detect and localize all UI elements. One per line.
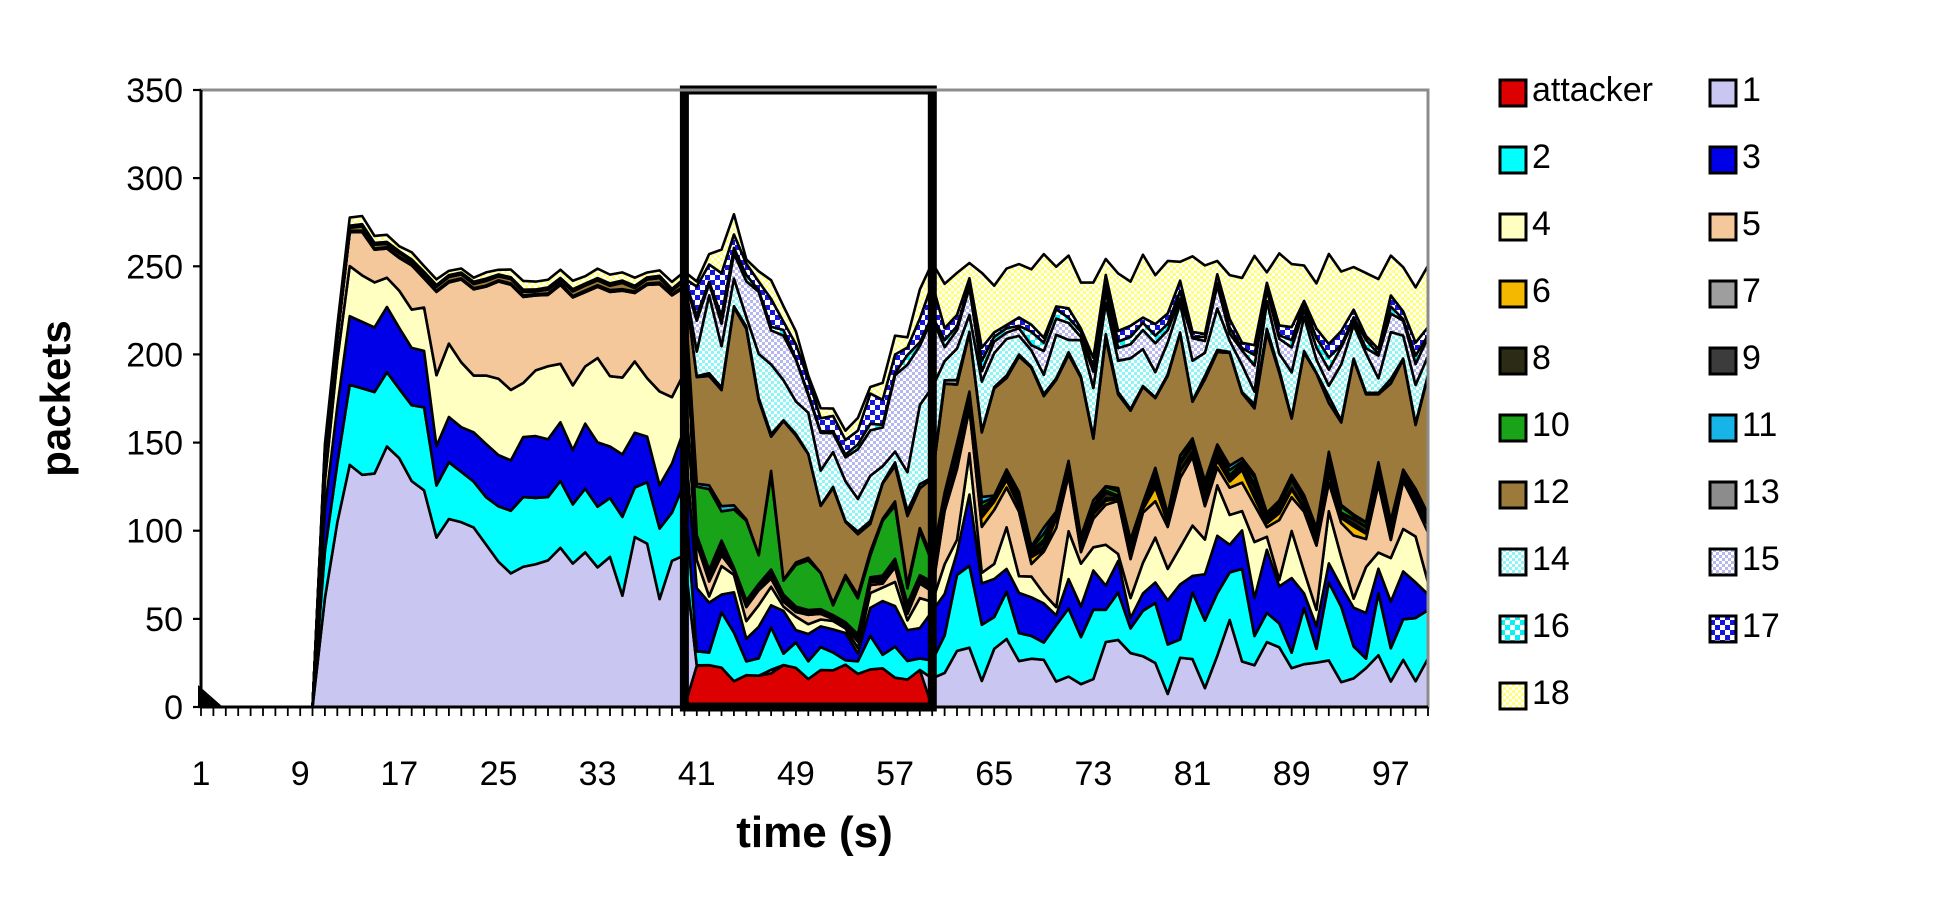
svg-text:9: 9 xyxy=(291,755,310,793)
svg-text:5: 5 xyxy=(1742,205,1761,243)
svg-text:13: 13 xyxy=(1742,473,1780,511)
svg-text:97: 97 xyxy=(1372,755,1410,793)
svg-text:16: 16 xyxy=(1532,607,1570,645)
svg-text:18: 18 xyxy=(1532,674,1570,712)
svg-text:1: 1 xyxy=(192,755,211,793)
svg-text:0: 0 xyxy=(164,689,183,727)
svg-text:150: 150 xyxy=(126,425,183,463)
svg-text:4: 4 xyxy=(1532,205,1551,243)
svg-text:12: 12 xyxy=(1532,473,1570,511)
svg-text:attacker: attacker xyxy=(1532,71,1653,109)
svg-text:57: 57 xyxy=(876,755,914,793)
svg-text:8: 8 xyxy=(1532,339,1551,377)
svg-text:33: 33 xyxy=(579,755,617,793)
svg-text:15: 15 xyxy=(1742,540,1780,578)
svg-text:3: 3 xyxy=(1742,138,1761,176)
svg-text:9: 9 xyxy=(1742,339,1761,377)
svg-text:17: 17 xyxy=(380,755,418,793)
svg-text:17: 17 xyxy=(1742,607,1780,645)
svg-text:14: 14 xyxy=(1532,540,1570,578)
svg-text:10: 10 xyxy=(1532,406,1570,444)
svg-text:250: 250 xyxy=(126,248,183,286)
svg-text:6: 6 xyxy=(1532,272,1551,310)
svg-text:2: 2 xyxy=(1532,138,1551,176)
svg-text:73: 73 xyxy=(1074,755,1112,793)
svg-text:packets: packets xyxy=(32,320,79,476)
svg-text:11: 11 xyxy=(1742,406,1777,444)
svg-text:65: 65 xyxy=(975,755,1013,793)
svg-text:89: 89 xyxy=(1273,755,1311,793)
svg-text:25: 25 xyxy=(480,755,518,793)
svg-text:81: 81 xyxy=(1174,755,1212,793)
svg-text:200: 200 xyxy=(126,336,183,374)
svg-text:100: 100 xyxy=(126,513,183,551)
svg-text:41: 41 xyxy=(678,755,716,793)
svg-text:50: 50 xyxy=(145,601,183,639)
svg-text:1: 1 xyxy=(1742,71,1761,109)
svg-text:time (s): time (s) xyxy=(736,808,892,857)
svg-text:300: 300 xyxy=(126,160,183,198)
svg-text:7: 7 xyxy=(1742,272,1761,310)
svg-text:49: 49 xyxy=(777,755,815,793)
svg-text:350: 350 xyxy=(126,72,183,110)
